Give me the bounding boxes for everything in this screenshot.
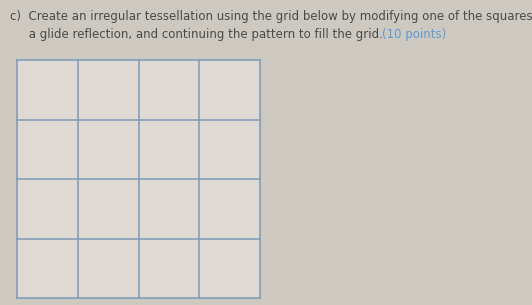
Text: a glide reflection, and continuing the pattern to fill the grid.: a glide reflection, and continuing the p… (10, 28, 387, 41)
Bar (17, 60, 260, 298)
Text: (10 points): (10 points) (382, 28, 446, 41)
Text: c)  Create an irregular tessellation using the grid below by modifying one of th: c) Create an irregular tessellation usin… (10, 10, 532, 23)
